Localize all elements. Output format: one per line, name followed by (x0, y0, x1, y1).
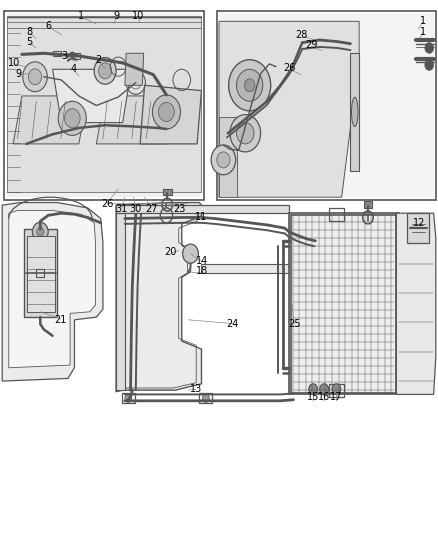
Circle shape (202, 394, 209, 402)
Circle shape (425, 60, 434, 70)
Circle shape (230, 115, 261, 152)
Text: 17: 17 (330, 392, 343, 402)
Circle shape (125, 394, 132, 402)
Text: 1: 1 (420, 27, 426, 37)
Circle shape (237, 123, 254, 144)
Ellipse shape (351, 97, 358, 127)
Text: 30: 30 (130, 204, 142, 214)
Circle shape (229, 60, 271, 111)
Polygon shape (125, 53, 144, 85)
Polygon shape (13, 96, 88, 144)
Polygon shape (24, 229, 57, 317)
Polygon shape (116, 205, 289, 213)
Circle shape (37, 228, 44, 236)
Bar (53, 51, 61, 56)
Text: 9: 9 (15, 69, 21, 78)
Bar (199, 393, 212, 403)
Polygon shape (116, 205, 125, 390)
Text: 10: 10 (132, 11, 144, 21)
Bar (4, 11, 204, 200)
Circle shape (32, 222, 48, 241)
Circle shape (58, 101, 86, 135)
Bar (7, 13, 201, 197)
Circle shape (64, 109, 80, 128)
Bar (328, 384, 344, 397)
Text: 14: 14 (196, 256, 208, 266)
Bar (36, 269, 44, 277)
Circle shape (94, 58, 116, 84)
Text: 13: 13 (190, 384, 202, 394)
Text: 29: 29 (305, 41, 317, 50)
Bar (364, 201, 372, 208)
Bar (217, 11, 436, 200)
Polygon shape (396, 213, 436, 394)
Circle shape (211, 145, 236, 175)
Circle shape (425, 43, 434, 53)
Text: 31: 31 (116, 204, 128, 214)
Circle shape (159, 102, 174, 122)
Polygon shape (407, 213, 429, 243)
Polygon shape (27, 236, 55, 312)
Text: 16: 16 (318, 392, 330, 402)
Text: 25: 25 (288, 319, 300, 328)
Polygon shape (289, 213, 399, 394)
Text: 10: 10 (8, 58, 20, 68)
Text: 20: 20 (165, 247, 177, 257)
Text: 12: 12 (413, 218, 426, 228)
Circle shape (99, 63, 112, 79)
Circle shape (237, 69, 263, 101)
Polygon shape (53, 69, 131, 123)
Circle shape (244, 79, 255, 92)
Circle shape (23, 62, 47, 92)
Text: 24: 24 (226, 319, 238, 328)
Text: 6: 6 (45, 21, 51, 30)
Circle shape (309, 384, 318, 394)
Text: 5: 5 (27, 37, 33, 46)
Polygon shape (116, 203, 201, 392)
Circle shape (217, 152, 230, 168)
Polygon shape (2, 203, 103, 381)
Polygon shape (9, 211, 95, 368)
Circle shape (320, 384, 328, 394)
Text: 11: 11 (195, 213, 208, 222)
Bar (328, 208, 344, 221)
Text: 1: 1 (420, 17, 426, 26)
Text: 27: 27 (145, 204, 157, 214)
Bar (122, 393, 135, 403)
Text: 3: 3 (62, 51, 68, 61)
Text: 26: 26 (283, 63, 295, 73)
Text: 28: 28 (295, 30, 307, 39)
Text: 15: 15 (307, 392, 319, 402)
Polygon shape (201, 264, 289, 273)
Circle shape (332, 384, 341, 394)
Circle shape (28, 69, 42, 85)
Bar (163, 189, 172, 195)
Text: 8: 8 (27, 27, 33, 37)
Circle shape (183, 244, 198, 263)
Text: 18: 18 (196, 266, 208, 276)
Text: 21: 21 (54, 315, 67, 325)
Bar (71, 53, 80, 59)
Polygon shape (219, 21, 359, 197)
Polygon shape (96, 96, 175, 144)
Text: 23: 23 (173, 204, 186, 214)
Text: 9: 9 (113, 11, 119, 21)
Circle shape (152, 95, 180, 129)
Text: 4: 4 (71, 64, 77, 74)
Polygon shape (219, 117, 237, 197)
Text: 1: 1 (78, 11, 84, 21)
Polygon shape (140, 85, 201, 144)
Polygon shape (7, 16, 201, 192)
Polygon shape (350, 53, 359, 171)
Text: 26: 26 (101, 199, 113, 208)
Text: 2: 2 (95, 55, 102, 64)
Bar (219, 13, 434, 197)
